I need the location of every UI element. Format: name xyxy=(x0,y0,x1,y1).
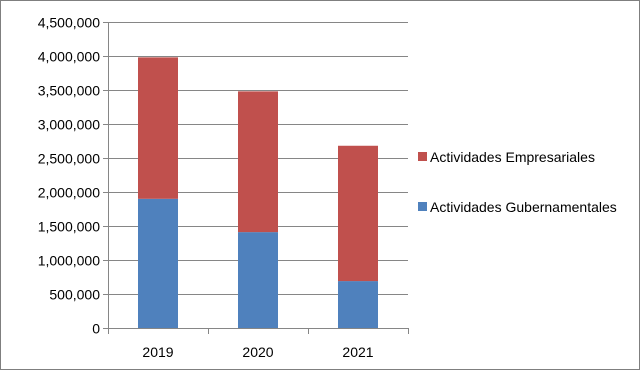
x-tick-label: 2020 xyxy=(242,344,273,360)
y-tick-label: 1,500,000 xyxy=(38,219,100,235)
bar-gubernamentales-2020 xyxy=(238,232,278,328)
bar-gubernamentales-2021 xyxy=(338,281,378,328)
legend-swatch-gubernamentales xyxy=(418,202,427,211)
y-tick-label: 3,500,000 xyxy=(38,83,100,99)
bar-gubernamentales-2019 xyxy=(138,198,178,328)
x-tick-label: 2019 xyxy=(142,344,173,360)
y-tick-label: 500,000 xyxy=(49,287,100,303)
legend-label-gubernamentales: Actividades Gubernamentales xyxy=(430,199,617,215)
legend-label-empresariales: Actividades Empresariales xyxy=(430,149,595,165)
bar-empresariales-2020 xyxy=(238,91,278,233)
legend-swatch-empresariales xyxy=(418,152,427,161)
x-tick-label: 2021 xyxy=(342,344,373,360)
y-tick-label: 1,000,000 xyxy=(38,253,100,269)
y-tick-label: 0 xyxy=(92,321,100,337)
x-axis-ticks: 2019 2020 2021 xyxy=(108,328,409,360)
y-tick-label: 2,500,000 xyxy=(38,151,100,167)
bar-empresariales-2021 xyxy=(338,145,378,282)
axes xyxy=(108,22,408,329)
y-tick-label: 4,000,000 xyxy=(38,49,100,65)
bars xyxy=(138,57,378,328)
bar-empresariales-2019 xyxy=(138,57,178,199)
y-tick-label: 3,000,000 xyxy=(38,117,100,133)
y-axis-ticks: 0 500,000 1,000,000 1,500,000 2,000,000 2,500… xyxy=(38,15,108,337)
y-tick-label: 4,500,000 xyxy=(38,15,100,31)
legend: Actividades Empresariales Actividades Gub… xyxy=(418,149,617,215)
y-tick-label: 2,000,000 xyxy=(38,185,100,201)
